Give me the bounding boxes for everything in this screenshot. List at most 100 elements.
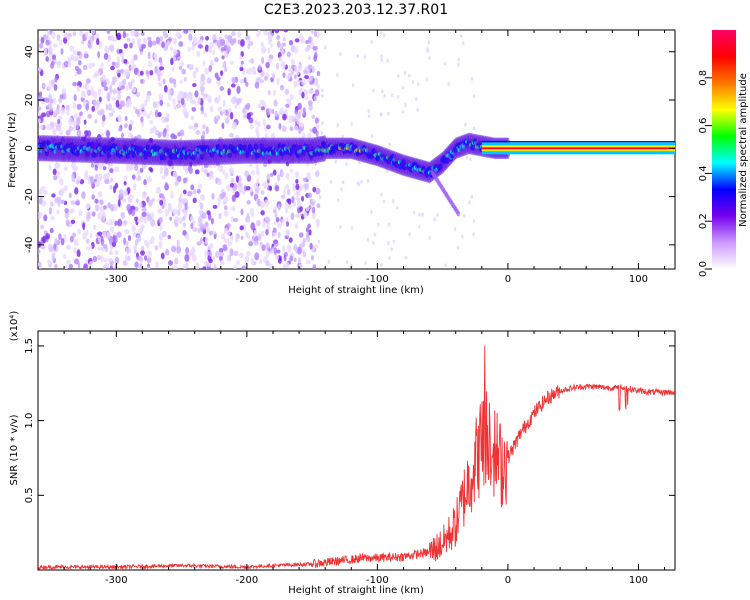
- noise-point: [129, 163, 134, 170]
- noise-point: [286, 74, 291, 81]
- noise-point: [70, 200, 76, 206]
- noise-point: [52, 43, 58, 48]
- noise-point: [125, 33, 129, 38]
- noise-point: [72, 101, 77, 110]
- noise-point: [470, 194, 474, 199]
- noise-point: [112, 235, 116, 243]
- noise-point: [246, 250, 251, 258]
- noise-point: [199, 202, 204, 210]
- noise-point: [146, 114, 151, 119]
- noise-point: [299, 122, 305, 128]
- noise-point: [367, 109, 371, 114]
- noise-point: [194, 261, 200, 269]
- noise-point: [320, 88, 324, 93]
- noise-point: [125, 85, 129, 92]
- noise-point: [98, 96, 102, 103]
- noise-point: [75, 179, 80, 185]
- noise-point: [236, 260, 240, 266]
- noise-point: [238, 175, 242, 182]
- noise-point: [396, 95, 400, 100]
- noise-point: [135, 92, 141, 98]
- noise-point: [158, 240, 163, 249]
- noise-point: [277, 222, 282, 229]
- noise-point: [69, 209, 74, 214]
- noise-point: [100, 254, 104, 263]
- noise-point: [83, 130, 89, 137]
- noise-point: [281, 170, 285, 176]
- noise-point: [226, 45, 231, 53]
- noise-point: [124, 115, 128, 122]
- noise-point: [256, 219, 261, 227]
- noise-point: [164, 182, 169, 190]
- noise-point: [288, 67, 292, 72]
- noise-point: [381, 89, 384, 94]
- noise-point: [240, 38, 245, 47]
- noise-point: [204, 249, 209, 258]
- noise-point: [257, 198, 261, 207]
- noise-point: [265, 229, 269, 236]
- noise-point: [222, 200, 227, 206]
- noise-point: [198, 210, 202, 215]
- noise-point: [306, 232, 310, 239]
- noise-point: [240, 208, 244, 216]
- noise-point: [68, 56, 72, 64]
- noise-point: [191, 254, 197, 262]
- noise-point: [203, 168, 208, 175]
- spectrogram-plot-area: [38, 30, 675, 269]
- noise-point: [51, 193, 56, 198]
- noise-point: [140, 103, 146, 111]
- noise-point: [196, 188, 201, 194]
- noise-point: [95, 100, 101, 106]
- noise-point: [147, 60, 152, 68]
- noise-point: [116, 231, 122, 238]
- noise-point: [380, 58, 384, 63]
- noise-point: [139, 215, 145, 223]
- noise-point: [111, 241, 117, 248]
- noise-point: [109, 244, 113, 250]
- noise-point: [157, 112, 162, 118]
- noise-point: [217, 94, 221, 102]
- noise-point: [298, 127, 302, 135]
- noise-point: [97, 254, 101, 261]
- noise-point: [250, 257, 254, 266]
- noise-point: [216, 39, 222, 48]
- noise-point: [132, 182, 137, 191]
- noise-point: [89, 244, 93, 249]
- noise-point: [117, 116, 123, 123]
- noise-point: [233, 250, 239, 257]
- noise-point: [165, 113, 170, 119]
- noise-point: [131, 38, 136, 45]
- noise-point: [91, 30, 95, 35]
- noise-point: [224, 172, 229, 180]
- noise-point: [416, 107, 420, 112]
- noise-point: [81, 191, 86, 200]
- noise-point: [114, 256, 120, 265]
- noise-point: [42, 235, 47, 244]
- noise-point: [202, 124, 206, 130]
- noise-point: [57, 97, 63, 104]
- noise-point: [123, 189, 128, 197]
- noise-point: [56, 123, 62, 132]
- noise-point: [222, 99, 226, 108]
- noise-point: [464, 122, 467, 127]
- noise-point: [314, 89, 320, 97]
- noise-point: [339, 224, 342, 229]
- noise-point: [46, 30, 51, 37]
- noise-point: [188, 63, 194, 69]
- noise-point: [283, 30, 289, 33]
- noise-point: [186, 234, 190, 241]
- noise-point: [371, 240, 375, 245]
- noise-point: [321, 93, 324, 98]
- noise-point: [263, 181, 269, 190]
- noise-point: [377, 223, 380, 228]
- noise-point: [201, 81, 206, 86]
- noise-point: [307, 88, 313, 95]
- noise-point: [146, 242, 150, 249]
- noise-point: [87, 114, 92, 119]
- noise-point: [272, 227, 277, 233]
- noise-point: [304, 95, 309, 101]
- noise-point: [403, 71, 407, 76]
- noise-point: [132, 231, 137, 238]
